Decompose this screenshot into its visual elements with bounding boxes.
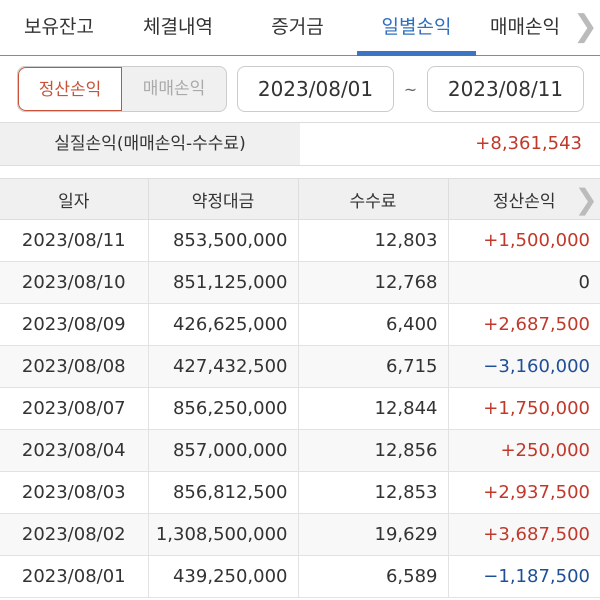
summary-label: 실질손익(매매손익-수수료) xyxy=(0,123,300,165)
cell-fee: 12,844 xyxy=(298,387,449,430)
header-trade-amount: 약정대금 xyxy=(148,178,299,220)
mode-settlement-pnl[interactable]: 정산손익 xyxy=(18,67,122,111)
cell-settlement-pnl: +2,937,500 xyxy=(448,471,600,514)
filter-toolbar: 정산손익 매매손익 2023/08/01 ~ 2023/08/11 xyxy=(17,66,584,112)
start-date-field[interactable]: 2023/08/01 xyxy=(237,66,394,112)
daily-pnl-table: 일자 약정대금 수수료 정산손익 ❯ 2023/08/11 853,500,000 1… xyxy=(0,178,600,598)
cell-fee: 6,589 xyxy=(298,555,449,598)
summary-value: +8,361,543 xyxy=(475,133,582,154)
cell-date: 2023/08/11 xyxy=(0,219,149,262)
cell-fee: 12,853 xyxy=(298,471,449,514)
cell-trade-amount: 1,308,500,000 xyxy=(148,513,299,556)
table-row[interactable]: 2023/08/01 439,250,000 6,589 −1,187,500 xyxy=(0,555,600,598)
cell-trade-amount: 857,000,000 xyxy=(148,429,299,472)
header-date: 일자 xyxy=(0,178,149,220)
cell-settlement-pnl: +1,500,000 xyxy=(448,219,600,262)
cell-date: 2023/08/08 xyxy=(0,345,149,388)
header-fee: 수수료 xyxy=(298,178,449,220)
cell-trade-amount: 439,250,000 xyxy=(148,555,299,598)
cell-date: 2023/08/10 xyxy=(0,261,149,304)
tab-bar: 보유잔고 체결내역 증거금 일별손익 매매손익 ❯ xyxy=(0,0,600,56)
table-row[interactable]: 2023/08/11 853,500,000 12,803 +1,500,000 xyxy=(0,219,600,262)
tab-holdings[interactable]: 보유잔고 xyxy=(24,16,94,38)
cell-trade-amount: 427,432,500 xyxy=(148,345,299,388)
cell-settlement-pnl: 0 xyxy=(448,261,600,304)
cell-date: 2023/08/01 xyxy=(0,555,149,598)
cell-settlement-pnl: +3,687,500 xyxy=(448,513,600,556)
tab-trading-pnl[interactable]: 매매손익 xyxy=(490,16,560,38)
table-row[interactable]: 2023/08/08 427,432,500 6,715 −3,160,000 xyxy=(0,345,600,388)
cell-trade-amount: 426,625,000 xyxy=(148,303,299,346)
table-row[interactable]: 2023/08/07 856,250,000 12,844 +1,750,000 xyxy=(0,387,600,430)
tab-executions[interactable]: 체결내역 xyxy=(143,16,213,38)
cell-date: 2023/08/04 xyxy=(0,429,149,472)
cell-settlement-pnl: +2,687,500 xyxy=(448,303,600,346)
cell-trade-amount: 856,812,500 xyxy=(148,471,299,514)
cell-date: 2023/08/02 xyxy=(0,513,149,556)
cell-fee: 12,856 xyxy=(298,429,449,472)
cell-trade-amount: 853,500,000 xyxy=(148,219,299,262)
mode-trading-pnl[interactable]: 매매손익 xyxy=(142,79,206,99)
cell-trade-amount: 856,250,000 xyxy=(148,387,299,430)
tab-margin[interactable]: 증거금 xyxy=(271,16,324,38)
cell-date: 2023/08/09 xyxy=(0,303,149,346)
cell-fee: 19,629 xyxy=(298,513,449,556)
cell-fee: 12,768 xyxy=(298,261,449,304)
cell-trade-amount: 851,125,000 xyxy=(148,261,299,304)
cell-settlement-pnl: +250,000 xyxy=(448,429,600,472)
date-separator: ~ xyxy=(403,79,418,99)
header-settlement-pnl: 정산손익 ❯ xyxy=(448,178,600,220)
chevron-right-icon[interactable]: ❯ xyxy=(572,9,598,44)
header-settlement-pnl-label: 정산손익 xyxy=(492,191,556,212)
cell-settlement-pnl: −3,160,000 xyxy=(448,345,600,388)
cell-settlement-pnl: −1,187,500 xyxy=(448,555,600,598)
tab-daily-pnl[interactable]: 일별손익 xyxy=(357,0,476,56)
mode-toggle: 정산손익 매매손익 xyxy=(17,66,227,112)
cell-date: 2023/08/03 xyxy=(0,471,149,514)
table-row[interactable]: 2023/08/09 426,625,000 6,400 +2,687,500 xyxy=(0,303,600,346)
summary-row: 실질손익(매매손익-수수료) +8,361,543 xyxy=(0,122,600,166)
table-row[interactable]: 2023/08/10 851,125,000 12,768 0 xyxy=(0,261,600,304)
table-row[interactable]: 2023/08/02 1,308,500,000 19,629 +3,687,500 xyxy=(0,513,600,556)
cell-fee: 6,715 xyxy=(298,345,449,388)
table-row[interactable]: 2023/08/03 856,812,500 12,853 +2,937,500 xyxy=(0,471,600,514)
cell-fee: 12,803 xyxy=(298,219,449,262)
cell-settlement-pnl: +1,750,000 xyxy=(448,387,600,430)
chevron-right-icon[interactable]: ❯ xyxy=(574,183,598,216)
cell-fee: 6,400 xyxy=(298,303,449,346)
end-date-field[interactable]: 2023/08/11 xyxy=(427,66,584,112)
cell-date: 2023/08/07 xyxy=(0,387,149,430)
table-row[interactable]: 2023/08/04 857,000,000 12,856 +250,000 xyxy=(0,429,600,472)
